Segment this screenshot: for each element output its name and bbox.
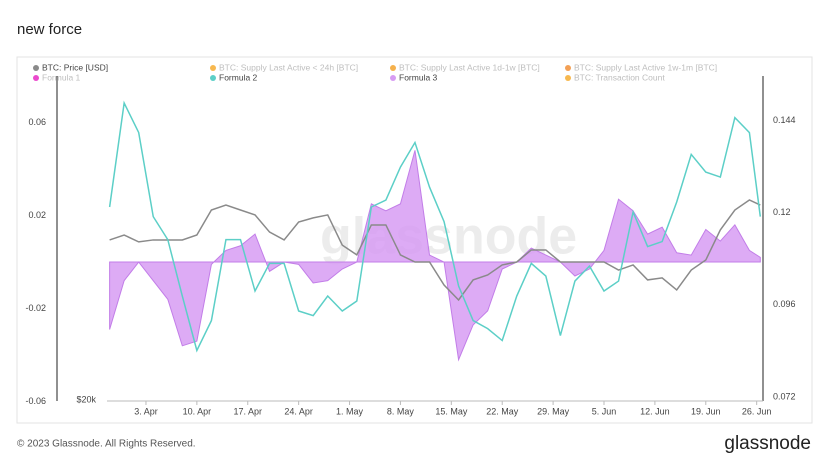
- legend-swatch: [33, 75, 39, 81]
- x-tick-label: 24. Apr: [284, 406, 313, 416]
- y2-tick-label: 0.144: [773, 115, 796, 125]
- y3-tick-label: $20k: [76, 394, 96, 404]
- legend-label: BTC: Transaction Count: [574, 72, 665, 82]
- legend-label: BTC: Price [USD]: [42, 62, 108, 72]
- line: [109, 199, 761, 302]
- x-tick-label: 15. May: [435, 406, 468, 416]
- x-tick-label: 1. May: [336, 406, 364, 416]
- x-tick-label: 26. Jun: [742, 406, 772, 416]
- legend-swatch: [565, 65, 571, 71]
- x-tick-label: 5. Jun: [592, 406, 617, 416]
- line: [108, 100, 762, 353]
- y2-tick-label: 0.072: [773, 391, 796, 401]
- legend-label: BTC: Supply Last Active 1w-1m [BTC]: [574, 62, 717, 72]
- chart-title: new force: [17, 21, 82, 38]
- x-tick-label: 17. Apr: [233, 406, 262, 416]
- legend-label: Formula 1: [42, 72, 81, 82]
- legend-label: Formula 2: [219, 72, 258, 82]
- legend-swatch: [210, 75, 216, 81]
- legend-swatch: [390, 75, 396, 81]
- legend-label: Formula 3: [399, 72, 438, 82]
- y-tick-label: 0.06: [28, 117, 46, 127]
- x-tick-label: 10. Apr: [183, 406, 212, 416]
- plot-area: [108, 100, 762, 362]
- legend-label: BTC: Supply Last Active < 24h [BTC]: [219, 62, 358, 72]
- x-tick-label: 22. May: [486, 406, 519, 416]
- y-tick-label: 0.02: [28, 210, 46, 220]
- legend-swatch: [210, 65, 216, 71]
- area: [109, 150, 761, 362]
- legend-label: BTC: Supply Last Active 1d-1w [BTC]: [399, 62, 540, 72]
- legend-swatch: [565, 75, 571, 81]
- y-tick-label: -0.06: [25, 396, 46, 406]
- y-tick-label: -0.02: [25, 303, 46, 313]
- legend-swatch: [33, 65, 39, 71]
- x-tick-label: 19. Jun: [691, 406, 721, 416]
- y2-tick-label: 0.12: [773, 207, 791, 217]
- chart-frame: [16, 56, 813, 424]
- x-tick-label: 29. May: [537, 406, 570, 416]
- x-tick-label: 12. Jun: [640, 406, 670, 416]
- copyright: © 2023 Glassnode. All Rights Reserved.: [17, 439, 196, 450]
- legend-swatch: [390, 65, 396, 71]
- logo: glassnode: [724, 433, 811, 454]
- x-tick-label: 3. Apr: [134, 406, 158, 416]
- x-tick-label: 8. May: [387, 406, 415, 416]
- y2-tick-label: 0.096: [773, 299, 796, 309]
